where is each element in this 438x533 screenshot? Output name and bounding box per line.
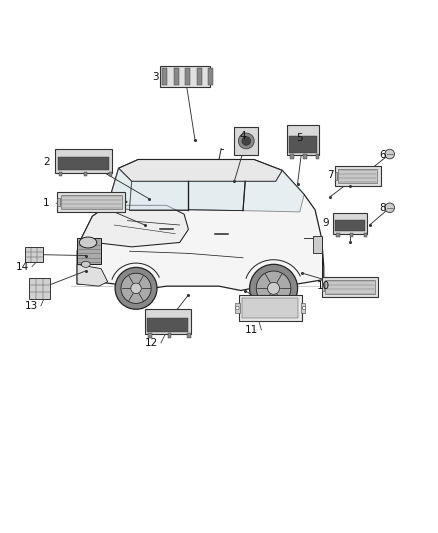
Bar (148, 318, 188, 332)
Bar (58, 157, 110, 170)
Bar (168, 333, 171, 338)
Text: 5: 5 (297, 133, 303, 143)
Text: 3: 3 (152, 71, 159, 82)
Polygon shape (77, 159, 324, 290)
Bar (148, 333, 152, 338)
Text: 9: 9 (323, 218, 329, 228)
Circle shape (250, 264, 297, 312)
Text: 13: 13 (25, 301, 38, 311)
Circle shape (385, 203, 395, 213)
Bar (197, 68, 202, 85)
Polygon shape (81, 205, 188, 247)
Bar (242, 298, 298, 318)
Bar (321, 277, 378, 297)
Circle shape (238, 133, 254, 149)
Bar (77, 238, 101, 264)
Bar (332, 213, 367, 234)
Circle shape (236, 306, 239, 310)
Bar (335, 166, 381, 185)
Bar (287, 125, 319, 155)
Bar (350, 233, 353, 237)
Polygon shape (108, 168, 132, 210)
Bar (325, 280, 375, 294)
Ellipse shape (79, 237, 97, 248)
Bar (313, 236, 322, 253)
Bar (145, 309, 191, 334)
Circle shape (256, 271, 291, 305)
Text: 14: 14 (16, 262, 29, 271)
Bar (321, 284, 324, 291)
Bar (174, 68, 179, 85)
Text: 6: 6 (379, 150, 386, 160)
Bar (364, 233, 367, 237)
Text: 11: 11 (245, 325, 258, 335)
Bar (61, 195, 122, 209)
Ellipse shape (81, 261, 90, 268)
Text: 12: 12 (145, 338, 158, 348)
Bar (235, 303, 240, 313)
Bar (338, 169, 377, 183)
Bar (84, 172, 87, 176)
Polygon shape (117, 199, 127, 206)
Bar (239, 295, 302, 321)
Circle shape (115, 268, 157, 309)
Bar (336, 233, 339, 237)
Bar (208, 68, 213, 85)
Polygon shape (77, 264, 108, 286)
Bar (57, 192, 125, 212)
Polygon shape (130, 181, 188, 210)
Polygon shape (119, 159, 283, 181)
Bar (234, 127, 258, 155)
Bar (301, 303, 305, 313)
Circle shape (242, 136, 251, 146)
Text: 7: 7 (327, 170, 334, 180)
Bar (290, 154, 293, 159)
Circle shape (385, 149, 395, 159)
Bar (109, 172, 112, 176)
Bar (57, 198, 60, 206)
Bar (316, 154, 319, 159)
Text: 2: 2 (43, 157, 50, 167)
Text: 10: 10 (317, 281, 330, 291)
Text: 1: 1 (43, 198, 50, 208)
Bar (160, 66, 210, 87)
Bar (185, 68, 191, 85)
Bar (335, 172, 337, 180)
Bar (25, 247, 43, 262)
Bar (303, 154, 307, 159)
Bar (289, 136, 317, 152)
Bar (335, 220, 365, 231)
Circle shape (302, 306, 306, 310)
Bar (187, 333, 191, 338)
Bar (55, 149, 112, 173)
Bar (162, 68, 167, 85)
Circle shape (121, 273, 151, 303)
Text: 4: 4 (240, 131, 246, 141)
Circle shape (131, 283, 141, 294)
Bar (59, 172, 62, 176)
Polygon shape (243, 171, 304, 212)
Text: 8: 8 (379, 203, 386, 213)
Circle shape (268, 282, 279, 294)
Bar (29, 278, 50, 299)
Polygon shape (188, 181, 245, 211)
